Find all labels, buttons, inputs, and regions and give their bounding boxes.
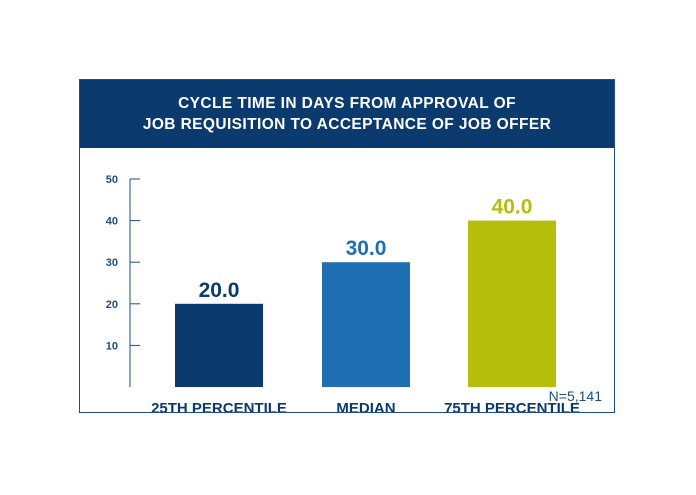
sample-size-note: N=5,141 <box>548 388 602 404</box>
y-tick-label: 50 <box>106 174 118 186</box>
category-label: MEDIAN <box>336 400 395 412</box>
bar-chart: 10 20 30 40 50 20.0 25TH PERCENTILE 30.0 MEDIAN 4… <box>106 174 580 412</box>
bar-value-label: 30.0 <box>346 237 387 260</box>
chart-title-line-1: CYCLE TIME IN DAYS FROM APPROVAL OF <box>178 95 516 112</box>
chart-title-line-2: JOB REQUISITION TO ACCEPTANCE OF JOB OFF… <box>142 116 552 133</box>
bar-value-label: 20.0 <box>199 279 240 302</box>
bar <box>322 262 410 387</box>
bar-value-label: 40.0 <box>492 196 533 219</box>
chart-card: CYCLE TIME IN DAYS FROM APPROVAL OF JOB … <box>79 79 615 413</box>
bar <box>175 303 263 387</box>
bar <box>468 220 556 387</box>
y-tick-label: 40 <box>106 216 118 228</box>
category-label: 75TH PERCENTILE <box>444 400 580 412</box>
y-tick-label: 30 <box>106 257 118 269</box>
y-tick-label: 10 <box>106 340 118 352</box>
chart-header: CYCLE TIME IN DAYS FROM APPROVAL OF JOB … <box>80 80 614 148</box>
y-tick-label: 20 <box>106 299 118 311</box>
category-label: 25TH PERCENTILE <box>151 400 287 412</box>
